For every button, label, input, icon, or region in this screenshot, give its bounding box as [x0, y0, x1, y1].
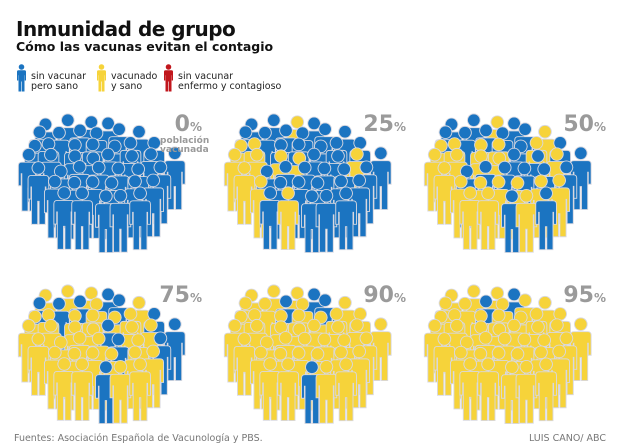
person-unvaccinated — [129, 186, 151, 251]
percent-label: 50% — [563, 112, 606, 137]
person-vaccinated — [477, 357, 499, 422]
legend-label: sin vacunar pero sano — [31, 71, 87, 92]
percent-label: 90% — [363, 283, 406, 308]
crowd — [423, 284, 592, 425]
percent-label: 0% — [174, 112, 202, 137]
source-note: Fuentes: Asociación Española de Vacunolo… — [14, 433, 263, 444]
person-unvaccinated — [71, 186, 93, 251]
person-unvaccinated — [335, 186, 357, 251]
person-vaccinated — [233, 332, 256, 396]
percent-note: población vacunada — [160, 136, 210, 155]
person-unvaccinated — [535, 186, 557, 251]
panel-95: 95% — [420, 283, 620, 433]
person-unvaccinated — [27, 161, 50, 225]
page-subtitle: Cómo las vacunas evitan el contagio — [16, 39, 274, 54]
person-vaccinated — [335, 357, 357, 422]
person-vaccinated — [535, 357, 557, 422]
panel-90: 90% — [220, 283, 420, 433]
person-vaccinated — [277, 186, 299, 251]
legend-unvaccinated: sin vacunar pero sano — [16, 64, 86, 92]
person-icon — [97, 64, 106, 92]
person-vaccinated — [433, 161, 456, 225]
legend-vaccinated: vacunado y sano — [96, 64, 157, 92]
crowd — [17, 284, 186, 425]
legend-infected: sin vacunar enfermo y contagioso — [163, 64, 281, 92]
panel-75: 75% — [14, 283, 214, 433]
percent-label: 25% — [363, 112, 406, 137]
person-vaccinated — [315, 360, 338, 424]
crowd — [223, 113, 392, 254]
panel-50: 50% — [420, 112, 620, 262]
person-vaccinated — [129, 357, 151, 422]
percent-label: 95% — [563, 283, 606, 308]
person-vaccinated — [27, 332, 50, 396]
person-vaccinated — [259, 357, 282, 421]
person-vaccinated — [477, 186, 499, 251]
legend-label: vacunado y sano — [111, 71, 158, 92]
person-icon — [164, 64, 173, 92]
person-vaccinated — [277, 357, 299, 422]
credit: LUIS CANO/ ABC — [528, 433, 606, 444]
person-vaccinated — [433, 332, 456, 396]
person-icon — [17, 64, 26, 92]
crowd — [423, 113, 592, 254]
person-vaccinated — [233, 161, 256, 225]
legend-label: sin vacunar enfermo y contagioso — [178, 71, 282, 92]
panel-25: 25% — [220, 112, 420, 262]
panel-0: 0% población vacunada — [14, 112, 214, 262]
page-title: Inmunidad de grupo — [16, 17, 236, 41]
person-vaccinated — [459, 357, 482, 421]
crowd — [223, 284, 392, 425]
person-vaccinated — [515, 360, 538, 424]
percent-label: 75% — [159, 283, 202, 308]
person-vaccinated — [71, 357, 93, 422]
person-vaccinated — [109, 360, 132, 424]
crowd — [17, 113, 186, 254]
person-vaccinated — [53, 357, 76, 421]
